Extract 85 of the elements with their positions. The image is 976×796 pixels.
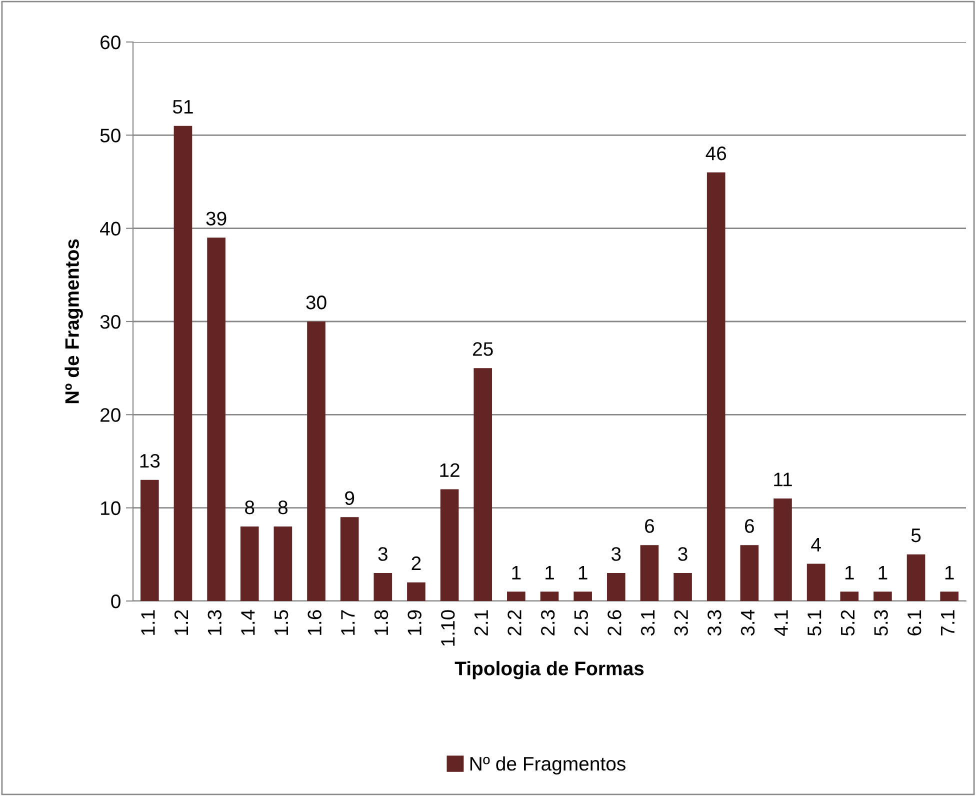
y-tick-label: 30 (100, 314, 120, 329)
bar (374, 573, 392, 601)
bar (806, 564, 826, 601)
x-tick-label: 2.2 (508, 610, 522, 636)
data-label: 12 (440, 463, 460, 477)
x-tick-label: 2.5 (574, 610, 588, 636)
bar (440, 489, 459, 601)
data-label: 9 (345, 491, 354, 505)
data-label: 1 (546, 566, 554, 580)
y-tick-label: 0 (111, 594, 120, 608)
data-label: 3 (378, 547, 388, 561)
bar (874, 592, 892, 601)
x-tick-label: 6.1 (907, 610, 922, 636)
data-label: 1 (878, 566, 888, 580)
x-axis-title: Tipologia de Formas (454, 661, 644, 680)
bar (474, 368, 492, 601)
y-tick-label: 20 (100, 408, 120, 422)
data-label: 6 (645, 519, 654, 533)
y-tick-label: 50 (100, 128, 120, 142)
data-label: 8 (278, 500, 288, 514)
x-tick-label: 2.6 (608, 610, 622, 636)
data-label: 25 (473, 342, 493, 356)
bar (274, 526, 292, 601)
x-tick-label: 3.2 (674, 610, 688, 636)
bar (407, 582, 426, 601)
data-label: 13 (140, 454, 160, 468)
x-tick-label: 5.1 (808, 610, 822, 636)
x-tick-label: 3.4 (740, 610, 755, 636)
x-tick-label: 1.8 (374, 610, 388, 635)
bar (674, 573, 692, 601)
x-tick-label: 7.1 (940, 610, 954, 636)
x-tick-label: 1.5 (274, 610, 288, 635)
data-label: 1 (845, 566, 854, 580)
x-tick-label: 1.1 (141, 610, 155, 635)
x-tick-label: 1.6 (308, 610, 322, 635)
data-label: 3 (611, 547, 621, 561)
bar (740, 545, 759, 601)
x-tick-label: 2.3 (540, 610, 555, 636)
data-label: 30 (306, 296, 326, 310)
bar (340, 517, 359, 601)
x-tick-label: 1.2 (174, 610, 188, 635)
x-tick-label: 1.7 (341, 610, 355, 635)
x-tick-label: 2.1 (474, 610, 488, 636)
y-tick-label: 10 (101, 501, 120, 516)
x-tick-label: 4.1 (774, 610, 788, 636)
data-label: 1 (578, 566, 588, 580)
data-label: 51 (172, 100, 193, 114)
bar (540, 592, 559, 601)
bar (207, 238, 226, 601)
bar (906, 554, 926, 601)
x-tick-label: 3.1 (640, 610, 655, 636)
bar (774, 498, 792, 601)
data-label: 8 (245, 500, 254, 514)
bar (507, 592, 526, 601)
data-label: 4 (811, 538, 821, 552)
data-label: 6 (745, 519, 754, 533)
data-label: 1 (512, 566, 521, 580)
bar (640, 545, 659, 601)
x-tick-label: 3.3 (708, 610, 722, 636)
bar (307, 322, 326, 601)
bar (706, 172, 726, 601)
bar (606, 573, 626, 601)
legend-label: Nº de Fragmentos (470, 756, 626, 775)
data-label: 46 (706, 146, 726, 160)
y-axis-title: Nº de Fragmentos (64, 239, 83, 404)
x-tick-label: 1.4 (241, 610, 255, 635)
bar (174, 126, 192, 601)
bar (240, 526, 259, 601)
y-tick-label: 40 (100, 222, 120, 236)
x-tick-label: 5.2 (840, 610, 855, 636)
data-label: 5 (911, 528, 921, 542)
data-label: 39 (206, 212, 226, 226)
data-label: 2 (412, 556, 421, 570)
x-tick-label: 1.10 (440, 610, 455, 646)
x-tick-label: 1.9 (408, 610, 422, 635)
bar (840, 592, 859, 601)
y-tick-label: 60 (100, 35, 120, 50)
data-label: 3 (678, 547, 688, 561)
x-tick-label: 1.3 (208, 610, 222, 635)
bar (574, 592, 592, 601)
x-tick-label: 5.3 (874, 610, 888, 636)
data-label: 1 (945, 566, 954, 580)
bar (940, 592, 959, 601)
bar (140, 480, 159, 601)
data-label: 11 (774, 472, 792, 486)
